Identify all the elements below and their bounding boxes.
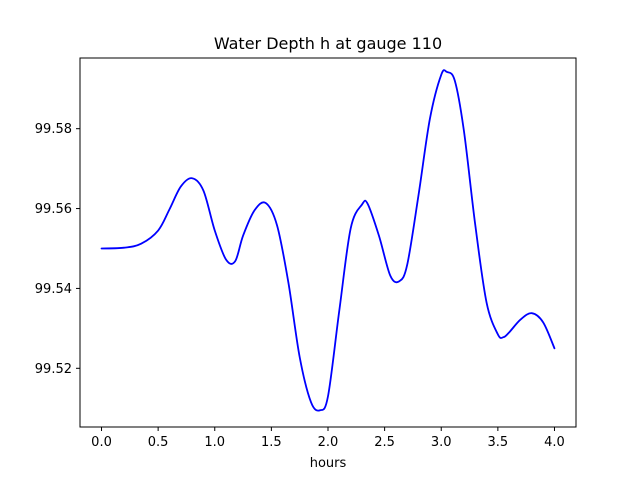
x-tick-label: 2.5 [374, 435, 395, 450]
x-tick-label: 0.5 [148, 435, 169, 450]
x-tick-label: 3.5 [488, 435, 509, 450]
x-tick-label: 4.0 [544, 435, 565, 450]
y-axis: 99.52 99.54 99.56 99.58 [35, 122, 80, 377]
plot-area [100, 69, 556, 412]
x-tick-label: 1.5 [261, 435, 282, 450]
chart-title: Water Depth h at gauge 110 [214, 34, 442, 53]
x-tick-label: 0.0 [91, 435, 112, 450]
y-tick-label: 99.58 [35, 122, 72, 137]
x-tick-label: 1.0 [204, 435, 225, 450]
x-axis: 0.0 0.5 1.0 1.5 2.0 2.5 3.0 3.5 4.0 [91, 427, 565, 450]
y-tick-label: 99.54 [35, 282, 72, 297]
series-line [100, 69, 556, 412]
x-tick-label: 3.0 [431, 435, 452, 450]
y-tick-label: 99.52 [35, 362, 72, 377]
y-tick-label: 99.56 [35, 202, 72, 217]
x-tick-label: 2.0 [318, 435, 339, 450]
x-axis-label: hours [310, 456, 347, 471]
